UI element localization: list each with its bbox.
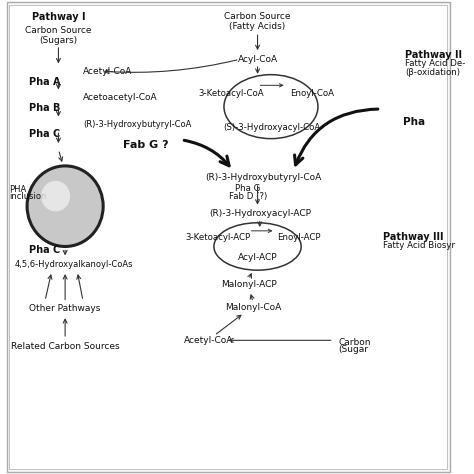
Text: Acetoacetyl-CoA: Acetoacetyl-CoA	[83, 93, 158, 101]
Text: Carbon: Carbon	[338, 338, 371, 346]
Text: Fab G ?: Fab G ?	[123, 139, 168, 150]
Circle shape	[41, 181, 70, 211]
Circle shape	[27, 166, 103, 246]
FancyBboxPatch shape	[7, 2, 450, 472]
Text: Acetyl-CoA: Acetyl-CoA	[83, 67, 132, 75]
Text: Pha: Pha	[403, 117, 425, 128]
Text: Pathway III: Pathway III	[383, 232, 443, 242]
Text: 3-Ketoacyl-CoA: 3-Ketoacyl-CoA	[198, 90, 264, 98]
Text: 3-Ketoacyl-ACP: 3-Ketoacyl-ACP	[185, 234, 250, 242]
Text: Fab D (?): Fab D (?)	[228, 192, 267, 201]
Text: Pha C: Pha C	[29, 128, 61, 139]
Text: 4,5,6-Hydroxyalkanoyl-CoAs: 4,5,6-Hydroxyalkanoyl-CoAs	[15, 260, 133, 269]
Text: Pha G: Pha G	[235, 184, 260, 193]
Text: Malonyl-ACP: Malonyl-ACP	[221, 280, 276, 289]
Text: inclusion: inclusion	[9, 192, 46, 201]
Text: Related Carbon Sources: Related Carbon Sources	[11, 342, 119, 350]
Text: (Sugars): (Sugars)	[39, 36, 77, 45]
Text: (Fatty Acids): (Fatty Acids)	[229, 22, 286, 30]
Text: Malonyl-CoA: Malonyl-CoA	[225, 303, 281, 311]
Text: Enoyl-ACP: Enoyl-ACP	[277, 234, 321, 242]
Text: (Sugar: (Sugar	[338, 346, 368, 354]
Text: Acyl-ACP: Acyl-ACP	[238, 253, 277, 262]
Text: Pha A: Pha A	[29, 76, 61, 87]
FancyBboxPatch shape	[9, 5, 447, 469]
Text: (S)-3-Hydroxyacyl-CoA: (S)-3-Hydroxyacyl-CoA	[223, 123, 320, 131]
Text: Other Pathways: Other Pathways	[29, 304, 101, 312]
Text: PHA: PHA	[9, 185, 27, 194]
Text: Carbon Source: Carbon Source	[224, 12, 291, 21]
Text: (R)-3-Hydroxybutyryl-CoA: (R)-3-Hydroxybutyryl-CoA	[205, 173, 321, 182]
Text: Fatty Acid Biosyr: Fatty Acid Biosyr	[383, 241, 455, 250]
Text: Pha B: Pha B	[29, 102, 61, 113]
Text: Pha C: Pha C	[29, 245, 61, 255]
Text: Carbon Source: Carbon Source	[25, 27, 91, 35]
Text: Pathway II: Pathway II	[405, 49, 462, 60]
Text: (β-oxidation): (β-oxidation)	[405, 68, 460, 77]
Text: (R)-3-Hydroxyacyl-ACP: (R)-3-Hydroxyacyl-ACP	[209, 209, 311, 218]
Text: Pathway I: Pathway I	[32, 11, 85, 22]
Text: (R)-3-Hydroxybutyryl-CoA: (R)-3-Hydroxybutyryl-CoA	[83, 120, 191, 128]
Text: Acetyl-CoA: Acetyl-CoA	[183, 336, 233, 345]
Text: Fatty Acid De-: Fatty Acid De-	[405, 60, 465, 68]
Text: Acyl-CoA: Acyl-CoA	[237, 55, 278, 64]
Text: Enoyl-CoA: Enoyl-CoA	[291, 90, 335, 98]
